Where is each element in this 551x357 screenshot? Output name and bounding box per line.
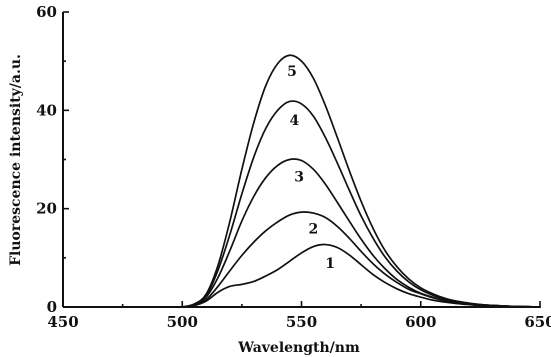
x-tick-label: 450: [47, 313, 78, 331]
series-line-1: [181, 243, 541, 308]
series-line-5: [181, 54, 541, 308]
curve-label-4: 4: [289, 113, 299, 129]
curve-label-3: 3: [294, 170, 304, 186]
y-ticks-layer: 0 20 40 60: [36, 3, 69, 316]
series-line-4: [181, 100, 541, 308]
y-axis-title: Fluorescence intensity/a.u.: [8, 54, 24, 266]
curves-layer: [181, 54, 541, 308]
x-tick-label: 550: [286, 313, 317, 331]
series-line-2: [181, 211, 541, 308]
curve-labels-layer: 1 2 3 4 5: [287, 64, 335, 272]
y-tick-label: 0: [47, 298, 57, 316]
x-axis-title: Wavelength/nm: [237, 340, 360, 356]
curve-label-5: 5: [287, 64, 297, 80]
y-tick-label: 60: [36, 3, 57, 21]
axes-layer: [62, 12, 540, 308]
x-tick-label: 600: [405, 313, 436, 331]
curve-label-2: 2: [309, 221, 319, 237]
y-tick-label: 40: [36, 101, 57, 119]
x-tick-label: 500: [167, 313, 198, 331]
curve-label-1: 1: [325, 256, 335, 272]
y-tick-label: 20: [36, 200, 57, 218]
x-tick-label: 650: [524, 313, 551, 331]
x-ticks-layer: 450 500 550 600 650: [47, 301, 551, 331]
